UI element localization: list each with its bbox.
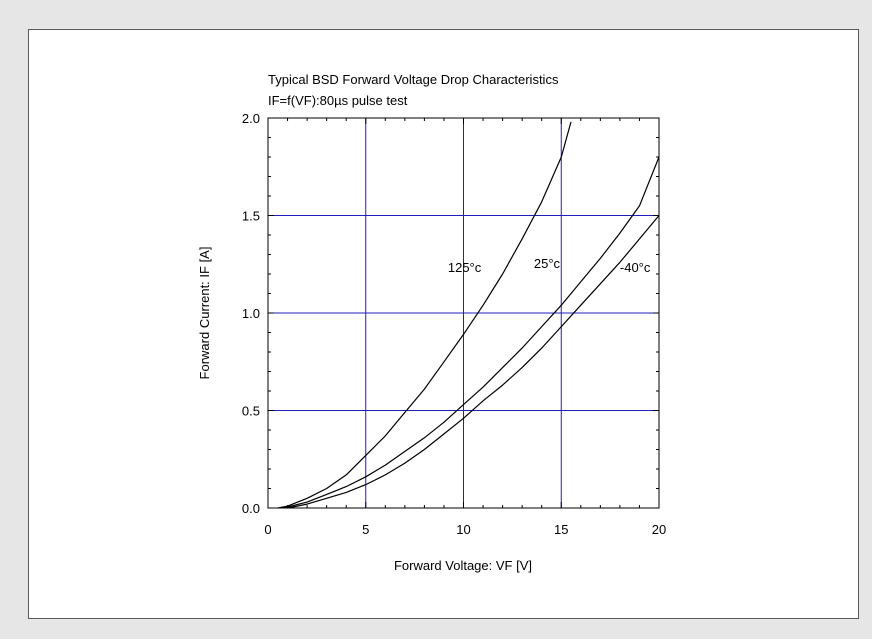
y-tick-label: 1.5 [242,209,260,224]
chart-subtitle: IF=f(VF):80µs pulse test [268,93,408,108]
chart-frame: 0 5 10 15 20 0.0 0.5 1.0 1.5 2.0 Typical BSD Forw… [28,29,859,619]
tick-marks [267,117,660,509]
line-chart: 0 5 10 15 20 0.0 0.5 1.0 1.5 2.0 Typical BSD Forw… [197,72,666,573]
curve-annotation: 25°c [534,256,561,271]
y-tick-label: 2.0 [242,111,260,126]
y-tick-label: 1.0 [242,306,260,321]
series-line-125c [277,121,572,509]
x-tick-label: 10 [456,522,470,537]
y-tick-label: 0.5 [242,404,260,419]
x-tick-label: 5 [362,522,369,537]
tick-labels: 0 5 10 15 20 0.0 0.5 1.0 1.5 2.0 [242,111,666,537]
y-tick-label: 0.0 [242,501,260,516]
curve-annotations: 125°c 25°c -40°c [448,256,651,275]
y-axis-title: Forward Current: IF [A] [197,247,212,380]
series-lines [277,121,660,509]
x-tick-label: 20 [652,522,666,537]
grid-lines [268,118,659,508]
curve-annotation: -40°c [620,260,651,275]
series-line-40c [287,215,660,509]
series-line-25c [283,156,660,509]
curve-annotation: 125°c [448,260,482,275]
x-axis-title: Forward Voltage: VF [V] [394,558,532,573]
chart-title: Typical BSD Forward Voltage Drop Charact… [268,72,559,87]
x-tick-label: 15 [554,522,568,537]
x-tick-label: 0 [264,522,271,537]
